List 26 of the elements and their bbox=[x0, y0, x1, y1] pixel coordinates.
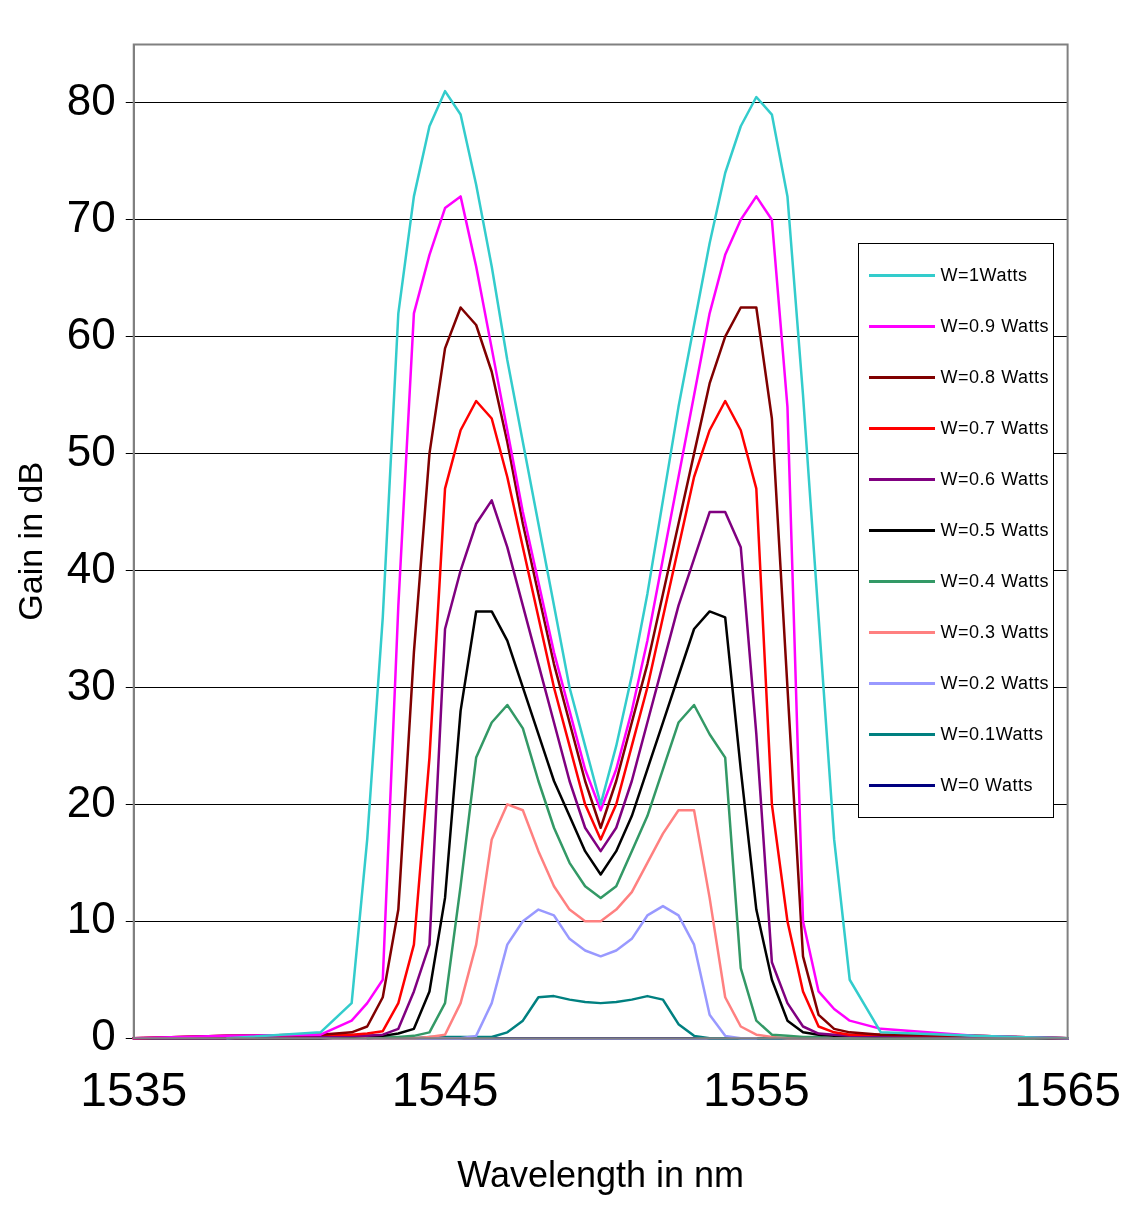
legend-label: W=0.3 Watts bbox=[940, 622, 1049, 644]
legend-label: W=0 Watts bbox=[940, 775, 1033, 797]
legend-label: W=0.4 Watts bbox=[940, 571, 1049, 593]
x-tick-label: 1535 bbox=[80, 1063, 188, 1117]
legend-label: W=0.7 Watts bbox=[940, 418, 1049, 440]
legend-label: W=0.2 Watts bbox=[940, 673, 1049, 695]
y-tick-label: 60 bbox=[66, 308, 116, 358]
y-tick-label: 40 bbox=[66, 542, 116, 592]
x-tick-label: 1555 bbox=[702, 1063, 810, 1117]
x-tick-label: 1545 bbox=[391, 1063, 499, 1117]
y-tick-label: 50 bbox=[66, 425, 116, 475]
y-axis-title: Gain in dB bbox=[10, 461, 49, 621]
y-tick-label: 10 bbox=[66, 893, 116, 943]
legend-label: W=0.8 Watts bbox=[940, 367, 1049, 389]
y-tick-label: 30 bbox=[66, 659, 116, 709]
legend-label: W=0.1Watts bbox=[940, 724, 1044, 746]
y-tick-label: 0 bbox=[91, 1010, 116, 1060]
x-tick-label: 1565 bbox=[1014, 1063, 1121, 1117]
x-axis-title: Wavelength in nm bbox=[457, 1154, 745, 1196]
legend-label: W=1Watts bbox=[940, 265, 1028, 287]
y-tick-label: 20 bbox=[66, 776, 116, 826]
y-tick-label: 80 bbox=[66, 75, 116, 124]
legend-label: W=0.6 Watts bbox=[940, 469, 1049, 491]
legend-label: W=0.9 Watts bbox=[940, 316, 1049, 338]
y-tick-label: 70 bbox=[66, 191, 116, 241]
legend-label: W=0.5 Watts bbox=[940, 520, 1049, 542]
